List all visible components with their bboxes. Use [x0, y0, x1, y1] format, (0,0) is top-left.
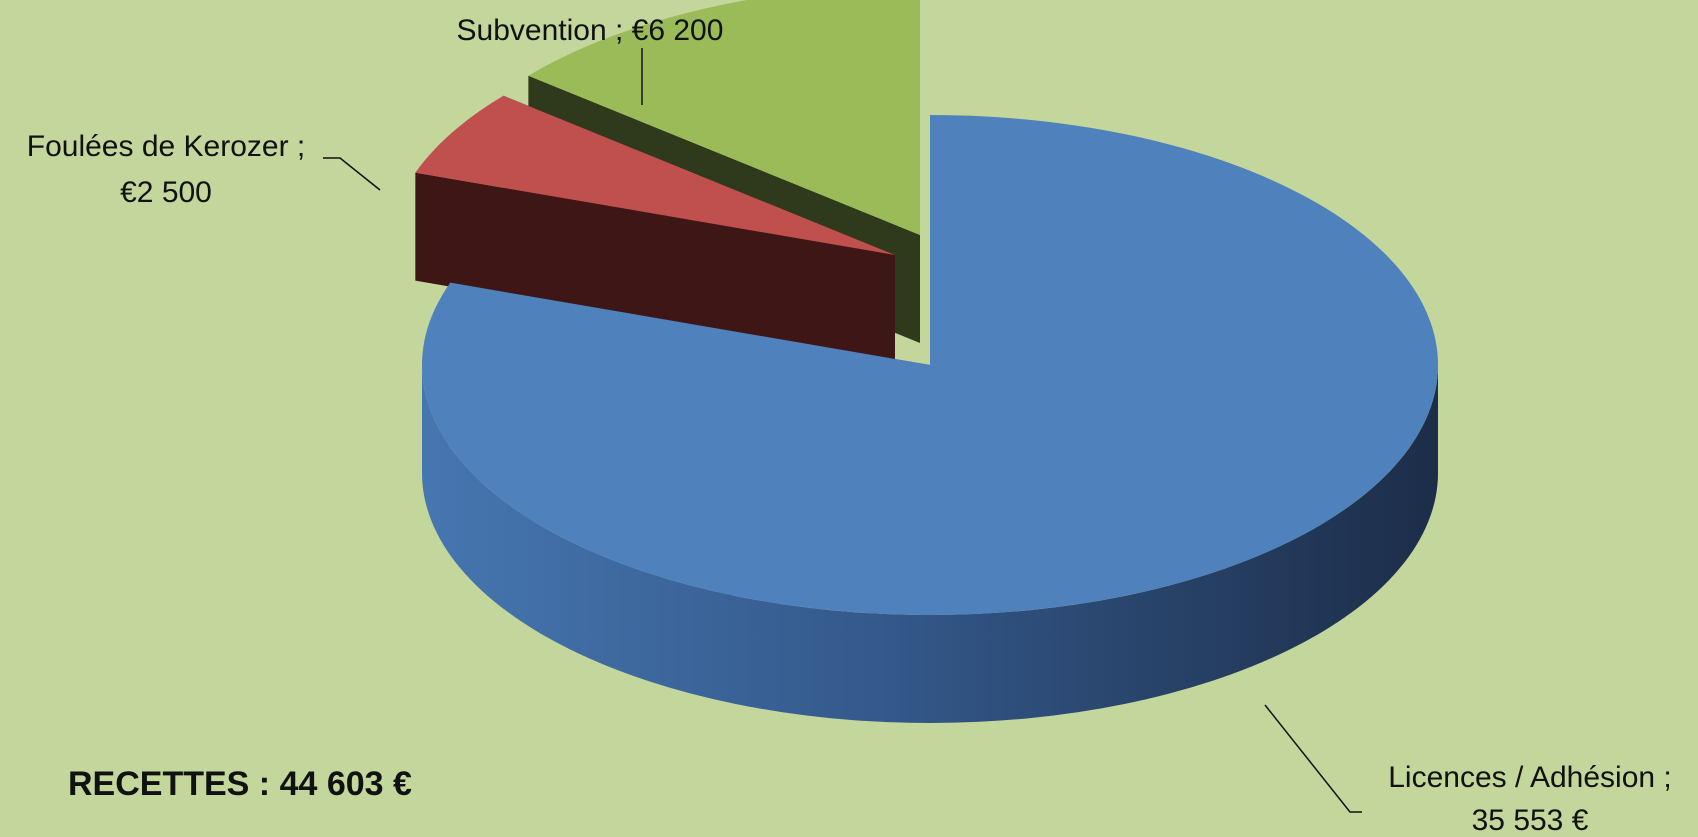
label-subvention: Subvention ; €6 200 [457, 14, 724, 47]
slice-licences-adh-sion [422, 115, 1438, 723]
slice-wall-foul-es-de-kerozer-0 [415, 172, 895, 363]
leader-licences [1264, 704, 1362, 813]
slice-top-subvention [528, 0, 920, 235]
slice-foul-es-de-kerozer [415, 95, 895, 364]
total-recettes: RECETTES : 44 603 € [68, 765, 412, 803]
slice-side-licences-adh-sion [422, 365, 1438, 723]
label-foulees-line1: Foulées de Kerozer ; [27, 130, 305, 163]
leader-foulees [323, 157, 381, 191]
slice-top-foul-es-de-kerozer [415, 95, 895, 255]
label-licences-line2: 35 553 € [1472, 804, 1589, 837]
label-foulees-line2: €2 500 [120, 176, 212, 209]
label-licences-line1: Licences / Adhésion ; [1388, 761, 1672, 794]
slice-top-licences-adh-sion [422, 115, 1438, 616]
